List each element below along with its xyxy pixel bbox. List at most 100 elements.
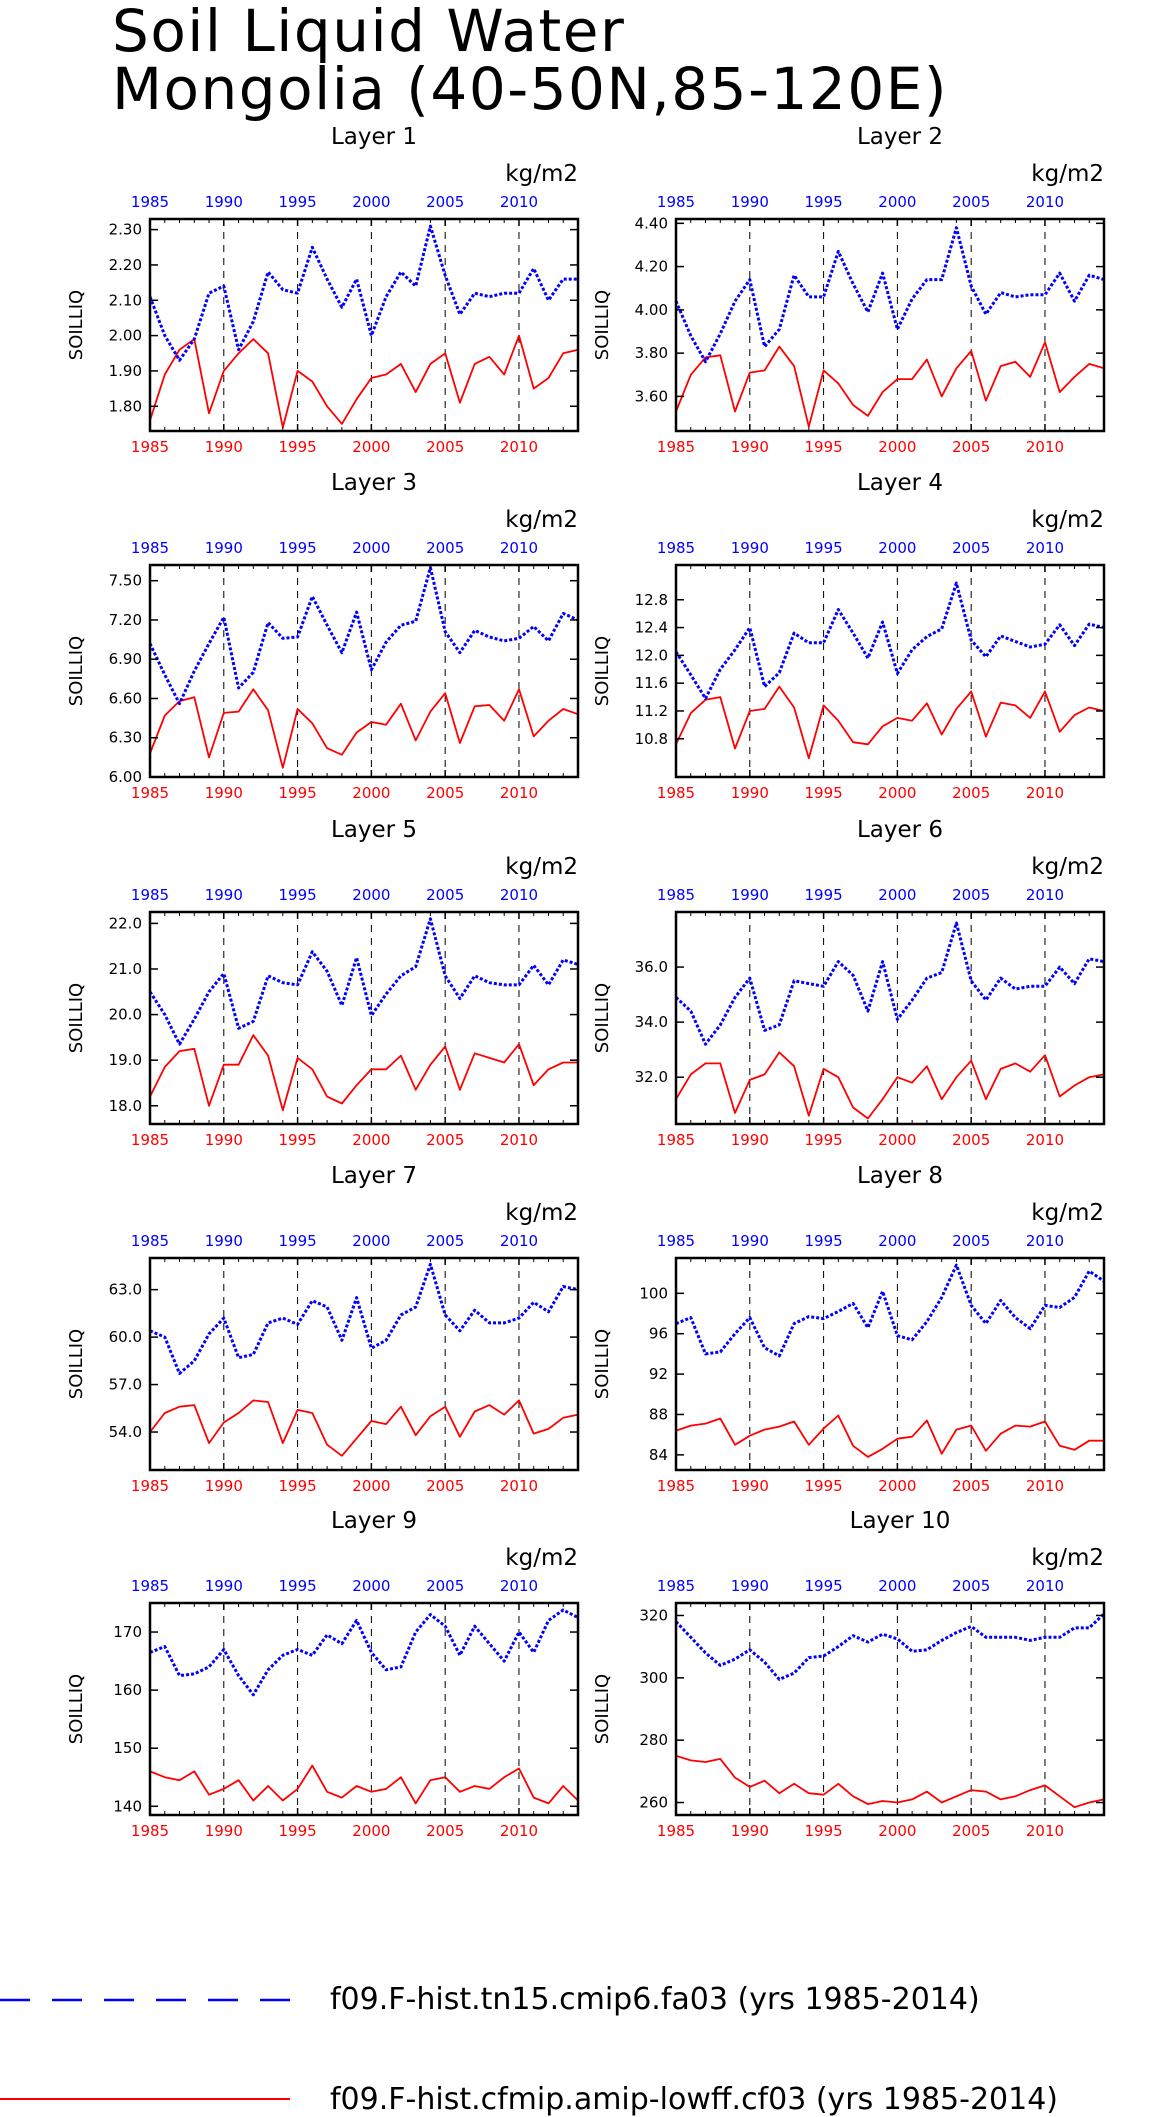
x-tick-label-top: 1990 [731,193,769,211]
legend-label-series1: f09.F-hist.tn15.cmip6.fa03 (yrs 1985-201… [330,1982,980,2017]
plot-frame [674,1256,1106,1472]
y-tick-label: 92 [649,1365,668,1383]
y-tick-label: 22.0 [109,914,142,932]
y-tick-label: 19.0 [109,1051,142,1069]
x-tick-label-bottom: 2010 [500,438,538,456]
x-tick-label-bottom: 2005 [426,1131,464,1149]
series-line-2 [675,341,1105,428]
y-axis-label: SOILLIQ [66,1329,87,1399]
x-tick-label-top: 1995 [804,1232,842,1250]
x-tick-label-top: 2005 [952,539,990,557]
y-tick-label: 96 [649,1325,668,1343]
y-tick-label: 7.50 [109,572,142,590]
x-tick-label-top: 1990 [205,886,243,904]
y-tick-label: 57.0 [109,1376,142,1394]
plot-frame [148,217,580,433]
x-tick-label-top: 2005 [952,886,990,904]
x-tick-label-bottom: 2010 [1026,1477,1064,1495]
y-tick-label: 11.6 [635,674,668,692]
y-tick-label: 2.30 [109,221,142,239]
x-tick-label-top: 2000 [878,193,916,211]
x-tick-label-bottom: 1995 [278,784,316,802]
x-tick-label-top: 2010 [1026,193,1064,211]
x-tick-label-top: 2000 [352,886,390,904]
x-tick-label-bottom: 1990 [731,1477,769,1495]
x-tick-label-top: 1995 [278,539,316,557]
x-tick-label-bottom: 1990 [205,438,243,456]
x-tick-label-bottom: 1985 [657,1477,695,1495]
y-tick-label: 32.0 [635,1068,668,1086]
plot-frame [674,910,1106,1126]
y-axis-label: SOILLIQ [66,983,87,1053]
x-tick-label-bottom: 2000 [878,784,916,802]
series-line-1 [674,226,1105,364]
y-tick-label: 11.2 [635,702,668,720]
y-tick-label: 12.0 [635,646,668,664]
x-tick-label-top: 2010 [1026,886,1064,904]
x-tick-label-bottom: 1995 [804,1822,842,1840]
y-tick-label: 60.0 [109,1328,142,1346]
x-tick-label-top: 1995 [804,886,842,904]
chart-title-line1: Soil Liquid Water [112,0,626,65]
y-axis-label: SOILLIQ [592,1674,613,1744]
x-tick-label-top: 1995 [278,886,316,904]
y-tick-label: 3.60 [635,387,668,405]
y-tick-label: 2.00 [109,327,142,345]
panel-title: Layer 5 [331,817,417,843]
x-tick-label-bottom: 2000 [352,438,390,456]
x-tick-label-top: 2010 [500,193,538,211]
x-tick-label-top: 2005 [426,539,464,557]
plot-frame [674,217,1106,433]
x-tick-label-top: 2010 [500,1577,538,1595]
x-tick-label-bottom: 1990 [205,1822,243,1840]
x-tick-label-bottom: 1990 [731,784,769,802]
y-tick-label: 1.80 [109,397,142,415]
x-tick-label-top: 2000 [352,193,390,211]
y-tick-label: 6.30 [109,729,142,747]
x-tick-label-top: 1985 [131,193,169,211]
plot-frame [674,563,1106,779]
x-tick-label-bottom: 1985 [131,1131,169,1149]
x-tick-label-top: 2005 [426,193,464,211]
x-tick-label-bottom: 2010 [500,1477,538,1495]
x-tick-label-top: 2000 [878,1232,916,1250]
x-tick-label-bottom: 1995 [278,1822,316,1840]
x-tick-label-bottom: 1990 [731,1131,769,1149]
x-tick-label-bottom: 2000 [352,1131,390,1149]
x-tick-label-top: 2010 [1026,1232,1064,1250]
units-label: kg/m2 [505,161,578,187]
y-axis-label: SOILLIQ [592,1329,613,1399]
x-tick-label-top: 2005 [426,1232,464,1250]
x-tick-label-top: 2005 [952,1232,990,1250]
y-tick-label: 6.60 [109,689,142,707]
x-tick-label-bottom: 1985 [657,1822,695,1840]
series-line-2 [149,334,579,429]
series-line-2 [675,1754,1105,1809]
x-tick-label-bottom: 2005 [952,784,990,802]
series-line-1 [149,1608,579,1697]
x-tick-label-bottom: 1990 [205,1477,243,1495]
x-tick-label-bottom: 1995 [804,438,842,456]
y-tick-label: 84 [649,1446,668,1464]
y-tick-label: 21.0 [109,960,142,978]
y-axis-label: SOILLIQ [66,1674,87,1744]
y-tick-label: 54.0 [109,1423,142,1441]
plot-frame [148,1256,580,1472]
y-tick-label: 1.90 [109,362,142,380]
x-tick-label-bottom: 1995 [804,1477,842,1495]
x-tick-label-bottom: 1995 [804,784,842,802]
x-tick-label-bottom: 2005 [952,1131,990,1149]
units-label: kg/m2 [505,1200,578,1226]
y-tick-label: 20.0 [109,1006,142,1024]
series-line-2 [149,1764,579,1805]
y-tick-label: 100 [639,1284,668,1302]
y-tick-label: 280 [639,1731,668,1749]
x-tick-label-top: 1995 [804,1577,842,1595]
x-tick-label-top: 1990 [205,193,243,211]
x-tick-label-top: 1985 [657,539,695,557]
x-tick-label-bottom: 2000 [878,1131,916,1149]
panel-title: Layer 10 [850,1508,951,1534]
series-line-2 [149,688,579,769]
y-tick-label: 6.00 [109,768,142,786]
